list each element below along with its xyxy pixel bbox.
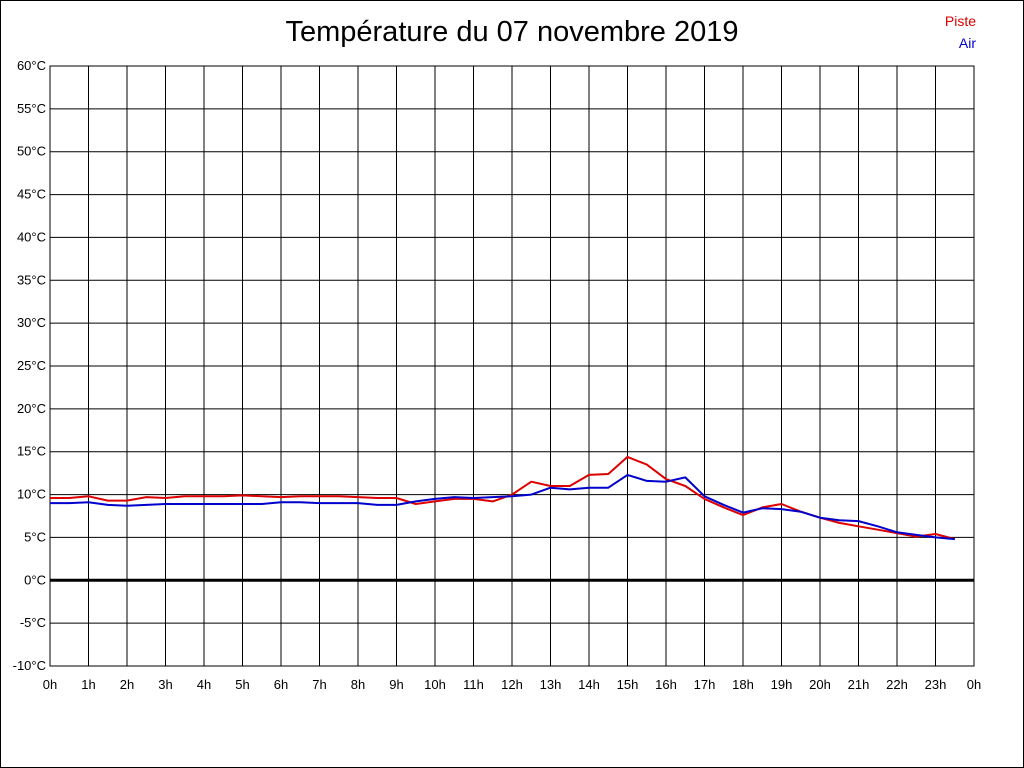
y-tick-label: -10°C (13, 658, 46, 673)
legend-piste: Piste (944, 13, 976, 29)
y-tick-label: 25°C (17, 358, 46, 373)
x-tick-label: 12h (501, 677, 523, 692)
y-tick-label: 15°C (17, 444, 46, 459)
x-tick-label: 7h (312, 677, 326, 692)
series-line-air (50, 473, 955, 541)
y-tick-label: 10°C (17, 487, 46, 502)
x-tick-label: 0h (967, 677, 981, 692)
x-tick-label: 16h (655, 677, 677, 692)
y-tick-label: -5°C (20, 615, 46, 630)
x-tick-label: 10h (424, 677, 446, 692)
y-tick-label: 35°C (17, 272, 46, 287)
x-tick-label: 8h (351, 677, 365, 692)
x-tick-label: 2h (120, 677, 134, 692)
y-tick-label: 45°C (17, 187, 46, 202)
y-tick-label: 30°C (17, 315, 46, 330)
x-tick-label: 19h (771, 677, 793, 692)
x-tick-label: 9h (389, 677, 403, 692)
x-tick-label: 14h (578, 677, 600, 692)
x-tick-label: 3h (158, 677, 172, 692)
series-line-piste (50, 455, 956, 541)
y-tick-label: 40°C (17, 229, 46, 244)
x-tick-label: 18h (732, 677, 754, 692)
chart-title: Température du 07 novembre 2019 (285, 16, 739, 48)
x-tick-label: 0h (43, 677, 57, 692)
y-tick-label: 5°C (24, 529, 46, 544)
x-tick-label: 23h (925, 677, 947, 692)
x-tick-label: 4h (197, 677, 211, 692)
x-tick-label: 17h (694, 677, 716, 692)
x-tick-label: 5h (235, 677, 249, 692)
x-tick-label: 15h (617, 677, 639, 692)
y-tick-label: 55°C (17, 101, 46, 116)
y-tick-label: 60°C (17, 58, 46, 73)
x-tick-label: 21h (848, 677, 870, 692)
y-tick-label: 20°C (17, 401, 46, 416)
x-tick-label: 11h (463, 677, 484, 692)
x-tick-label: 6h (274, 677, 288, 692)
legend-air: Air (958, 35, 976, 51)
x-tick-label: 22h (886, 677, 908, 692)
x-tick-label: 13h (540, 677, 562, 692)
x-tick-label: 1h (81, 677, 95, 692)
x-tick-label: 20h (809, 677, 831, 692)
y-tick-label: 0°C (24, 572, 46, 587)
plot-area-border (49, 65, 975, 667)
y-tick-label: 50°C (17, 144, 46, 159)
